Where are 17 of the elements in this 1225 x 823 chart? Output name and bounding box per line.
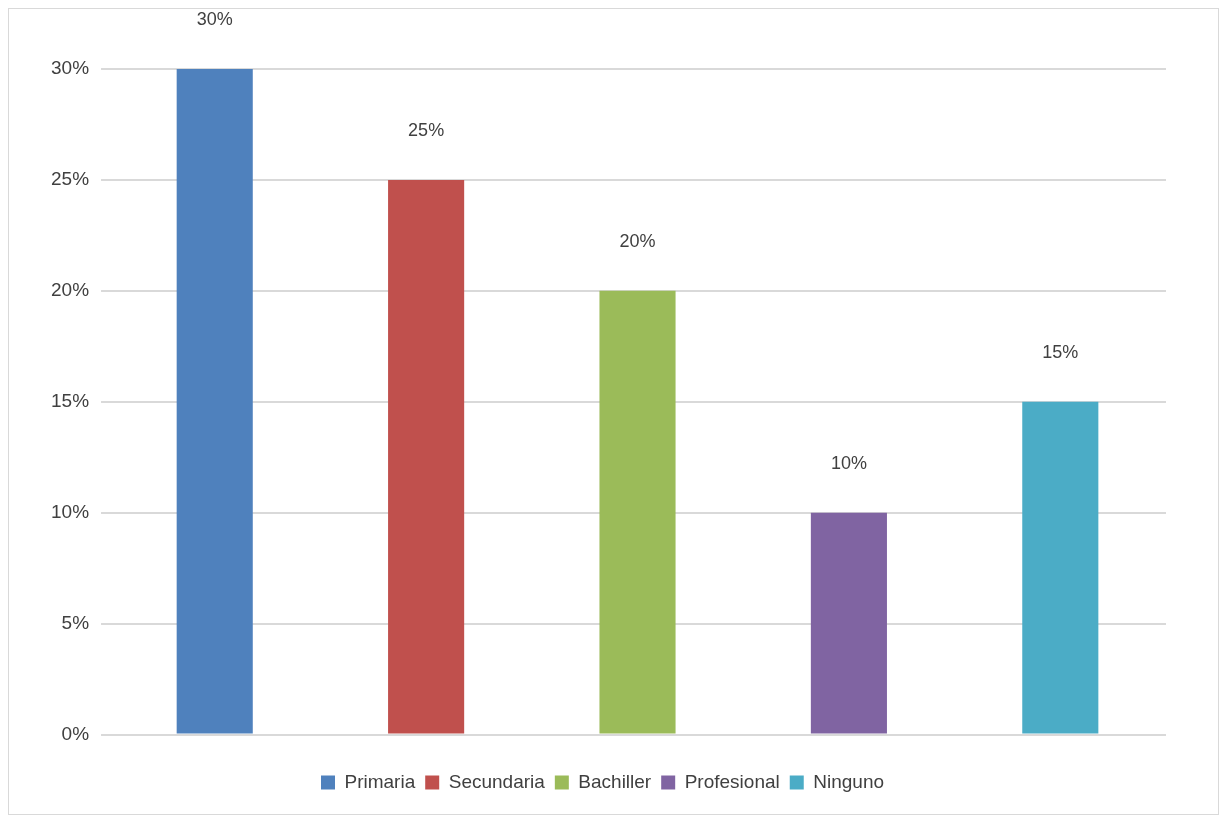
legend-label: Bachiller bbox=[578, 770, 652, 792]
data-label: 10% bbox=[830, 452, 867, 473]
data-label: 25% bbox=[408, 119, 445, 140]
y-tick-label: 5% bbox=[61, 611, 90, 633]
data-label: 15% bbox=[1042, 341, 1079, 362]
y-tick-label: 20% bbox=[51, 279, 90, 301]
legend-label: Primaria bbox=[344, 770, 416, 792]
data-label: 20% bbox=[619, 230, 656, 251]
y-tick-label: 10% bbox=[51, 500, 90, 522]
y-tick-label: 25% bbox=[51, 168, 90, 190]
y-tick-label: 0% bbox=[61, 722, 90, 744]
legend-label: Secundaria bbox=[448, 770, 546, 792]
legend-label: Ninguno bbox=[813, 770, 885, 792]
y-tick-label: 15% bbox=[51, 390, 90, 412]
y-tick-label: 30% bbox=[51, 57, 90, 79]
legend-label: Profesional bbox=[684, 770, 780, 792]
data-label: 30% bbox=[196, 8, 233, 29]
